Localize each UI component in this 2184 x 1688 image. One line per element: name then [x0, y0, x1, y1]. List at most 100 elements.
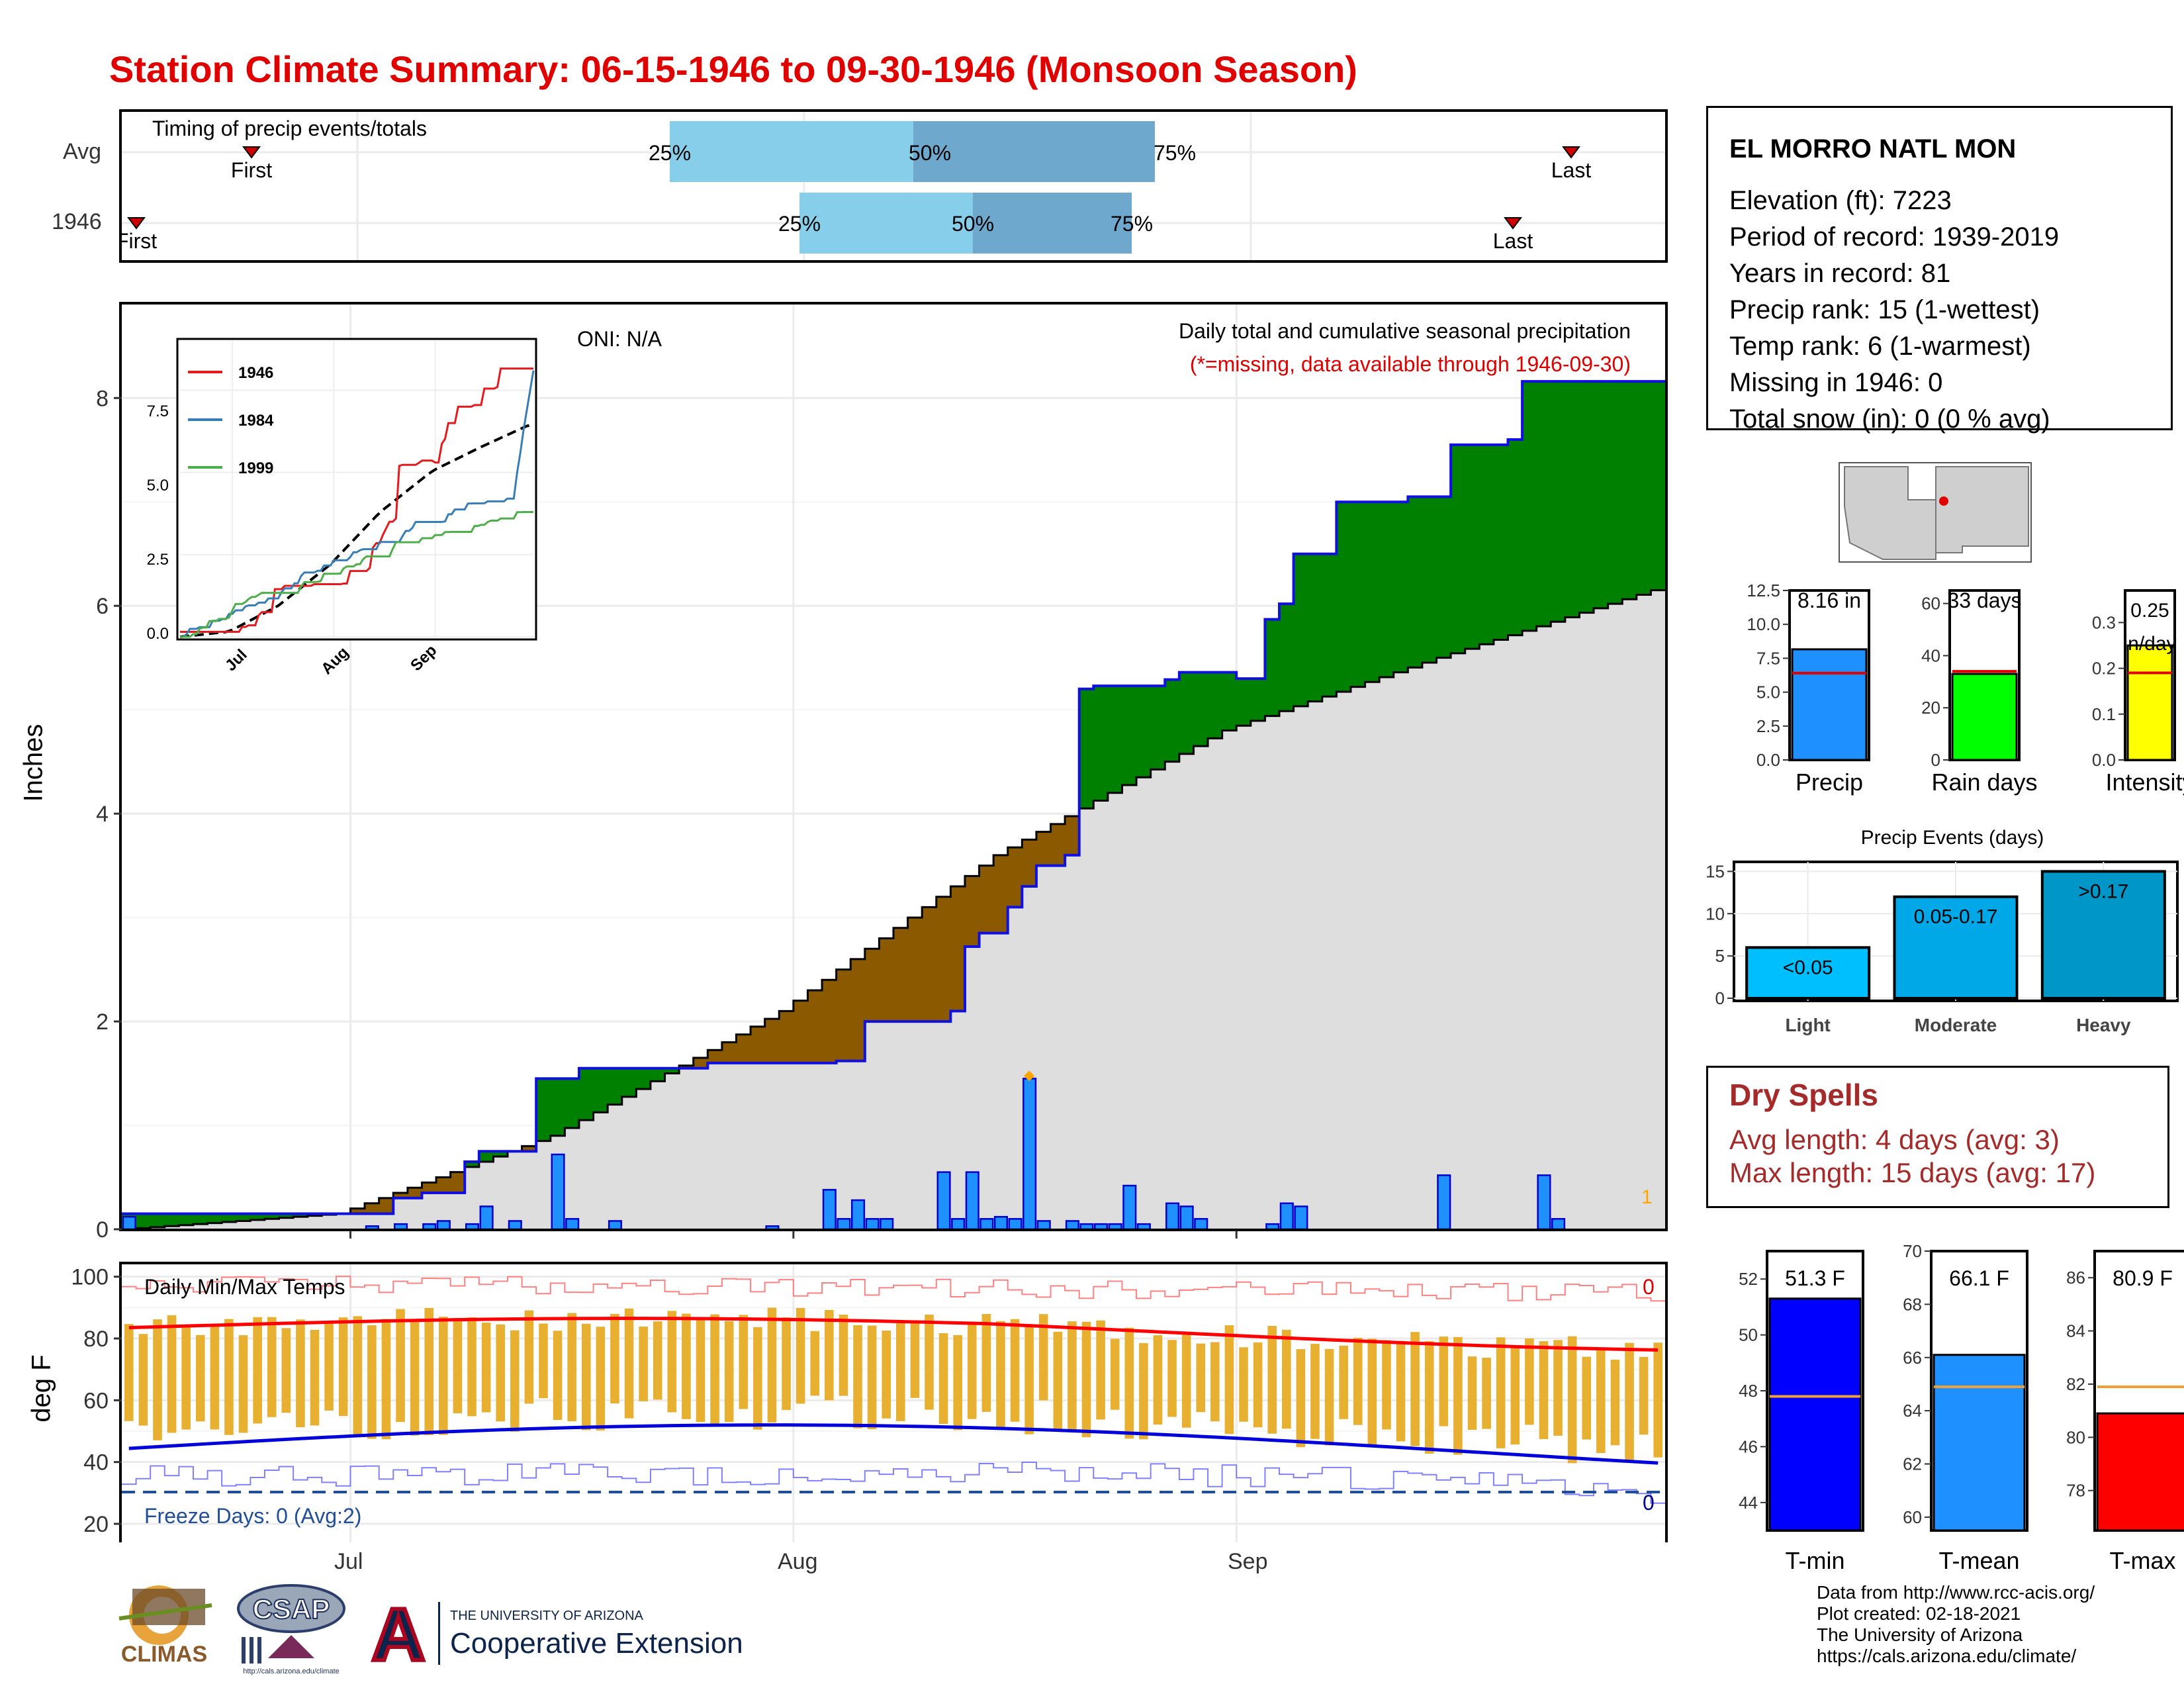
- surplus-fill: [565, 1078, 580, 1128]
- daily-temp-bar: [1525, 1338, 1534, 1425]
- y1946-25-50-bar: [799, 193, 973, 254]
- daily-temp-bar: [238, 1335, 248, 1433]
- surplus-fill: [1279, 604, 1295, 712]
- surplus-fill: [1250, 679, 1266, 721]
- avg-first-marker: [242, 146, 261, 159]
- daily-temp-bar: [1224, 1325, 1234, 1434]
- event-category-2: Heavy: [2076, 1015, 2131, 1035]
- inset-xtick-aug: Aug: [318, 643, 352, 678]
- daily-precip-bar: [465, 1223, 480, 1231]
- surplus-fill: [1193, 672, 1208, 747]
- mini-bar-precip: [1791, 648, 1868, 761]
- daily-temp-bar: [1353, 1338, 1363, 1425]
- surplus-fill: [1465, 444, 1480, 649]
- surplus-fill: [150, 1213, 165, 1227]
- surplus-fill: [493, 1151, 508, 1157]
- mini-ytick: 20: [1921, 698, 1940, 718]
- daily-precip-bar: [1279, 1202, 1294, 1231]
- daily-precip-bar: [979, 1218, 994, 1231]
- daily-temp-bar: [925, 1314, 934, 1410]
- event-ytick: 0: [1715, 988, 1725, 1008]
- mini-ytick: 60: [1921, 594, 1940, 614]
- daily-temp-bar: [1239, 1347, 1248, 1422]
- deficit-fill: [850, 959, 866, 1061]
- timing-panel: Timing of precip events/totals 25% 50% 7…: [119, 109, 1668, 263]
- station-line-temp-rank: Temp rank: 6 (1-warmest): [1729, 332, 2031, 361]
- daily-temp-bar: [767, 1307, 777, 1423]
- daily-temp-bar: [439, 1317, 448, 1435]
- dry-spells-box: Dry Spells Avg length: 4 days (avg: 3) M…: [1706, 1066, 2169, 1208]
- inset-1984-line: [180, 370, 535, 638]
- coop-extension-text: Cooperative Extension: [450, 1627, 743, 1660]
- daily-temp-bar: [1124, 1327, 1134, 1439]
- deficit-fill: [393, 1193, 408, 1198]
- surplus-fill: [1508, 440, 1523, 635]
- daily-temp-bar: [1553, 1340, 1563, 1436]
- tbar-ytick: 50: [1739, 1325, 1758, 1345]
- main-ytick: 6: [96, 594, 109, 619]
- daily-precip-bar: [1065, 1220, 1079, 1231]
- main-ylabel: Inches: [19, 724, 48, 802]
- station-line-elevation: Elevation (ft): 7223: [1729, 186, 1952, 215]
- deficit-fill: [721, 1042, 737, 1063]
- surplus-fill: [621, 1068, 637, 1097]
- daily-precip-bar: [1079, 1223, 1094, 1231]
- daily-temp-bar: [1210, 1342, 1220, 1422]
- deficit-fill: [751, 1026, 766, 1063]
- daily-temp-bar: [810, 1331, 820, 1396]
- xtick-sep: Sep: [1228, 1549, 1268, 1574]
- daily-precip-bar: [1122, 1184, 1137, 1231]
- daily-temp-bar: [1167, 1340, 1177, 1417]
- inset-legend-1946: 1946: [238, 364, 273, 382]
- inset-1999-line: [180, 510, 533, 638]
- daily-temp-bar: [1367, 1338, 1377, 1448]
- daily-temp-bar: [1539, 1341, 1549, 1440]
- daily-temp-bar: [167, 1315, 177, 1433]
- daily-precip-bar: [565, 1218, 580, 1231]
- surplus-fill: [1651, 381, 1666, 590]
- y1946-75-label: 75%: [1111, 212, 1153, 236]
- daily-temp-bar: [553, 1331, 563, 1421]
- max-day-marker: [1024, 1070, 1035, 1082]
- tbar-t-max: [2096, 1412, 2184, 1532]
- inset-xtick-sep: Sep: [407, 641, 440, 675]
- daily-temp-bar: [1068, 1321, 1077, 1430]
- deficit-fill: [793, 1000, 809, 1063]
- surplus-fill: [193, 1213, 208, 1225]
- temp-ylabel: deg F: [26, 1354, 56, 1423]
- surplus-fill: [536, 1078, 551, 1141]
- missing-note: (*=missing, data available through 1946-…: [1190, 352, 1631, 376]
- tbar-ytick: 80: [2066, 1427, 2085, 1447]
- surplus-fill: [1422, 496, 1437, 663]
- daily-temp-bar: [524, 1310, 534, 1404]
- tbar-label-1: T-mean: [1938, 1547, 2019, 1574]
- daily-temp-bar: [1339, 1345, 1348, 1419]
- daily-precip-bar: [1265, 1223, 1280, 1231]
- climas-logo: CLIMAS: [118, 1585, 212, 1667]
- avg-50-75-bar: [913, 121, 1155, 182]
- temp-chart: Daily Min/Max Temps Freeze Days: 0 (Avg:…: [73, 1262, 1668, 1542]
- event-ytick: 5: [1715, 946, 1725, 966]
- surplus-fill: [1451, 444, 1466, 653]
- climas-logo-text: CLIMAS: [121, 1642, 207, 1667]
- freeze-label: Freeze Days: 0 (Avg:2): [144, 1504, 361, 1528]
- events-title: Precip Events (days): [1861, 827, 2044, 849]
- timing-row-label-1946: 1946: [52, 209, 102, 234]
- daily-temp-bar: [1110, 1338, 1120, 1410]
- surplus-fill: [1350, 502, 1366, 687]
- surplus-fill: [1150, 686, 1165, 770]
- daily-temp-bar: [1496, 1337, 1506, 1448]
- deficit-fill: [1007, 847, 1023, 908]
- surplus-fill: [478, 1151, 494, 1162]
- daily-temp-bar: [367, 1325, 377, 1439]
- locator-map: [1839, 462, 2032, 563]
- mini-value-unit-2: in/day: [2123, 633, 2176, 655]
- daily-temp-bar: [1310, 1344, 1320, 1439]
- surplus-fill: [1636, 381, 1652, 595]
- daily-temp-bar: [581, 1323, 591, 1430]
- surplus-fill: [1393, 502, 1408, 673]
- event-bar-light: [1745, 946, 1871, 1000]
- avg-50-label: 50%: [909, 141, 951, 165]
- y1946-first-label: First: [119, 229, 157, 253]
- ua-logo: A: [370, 1591, 428, 1675]
